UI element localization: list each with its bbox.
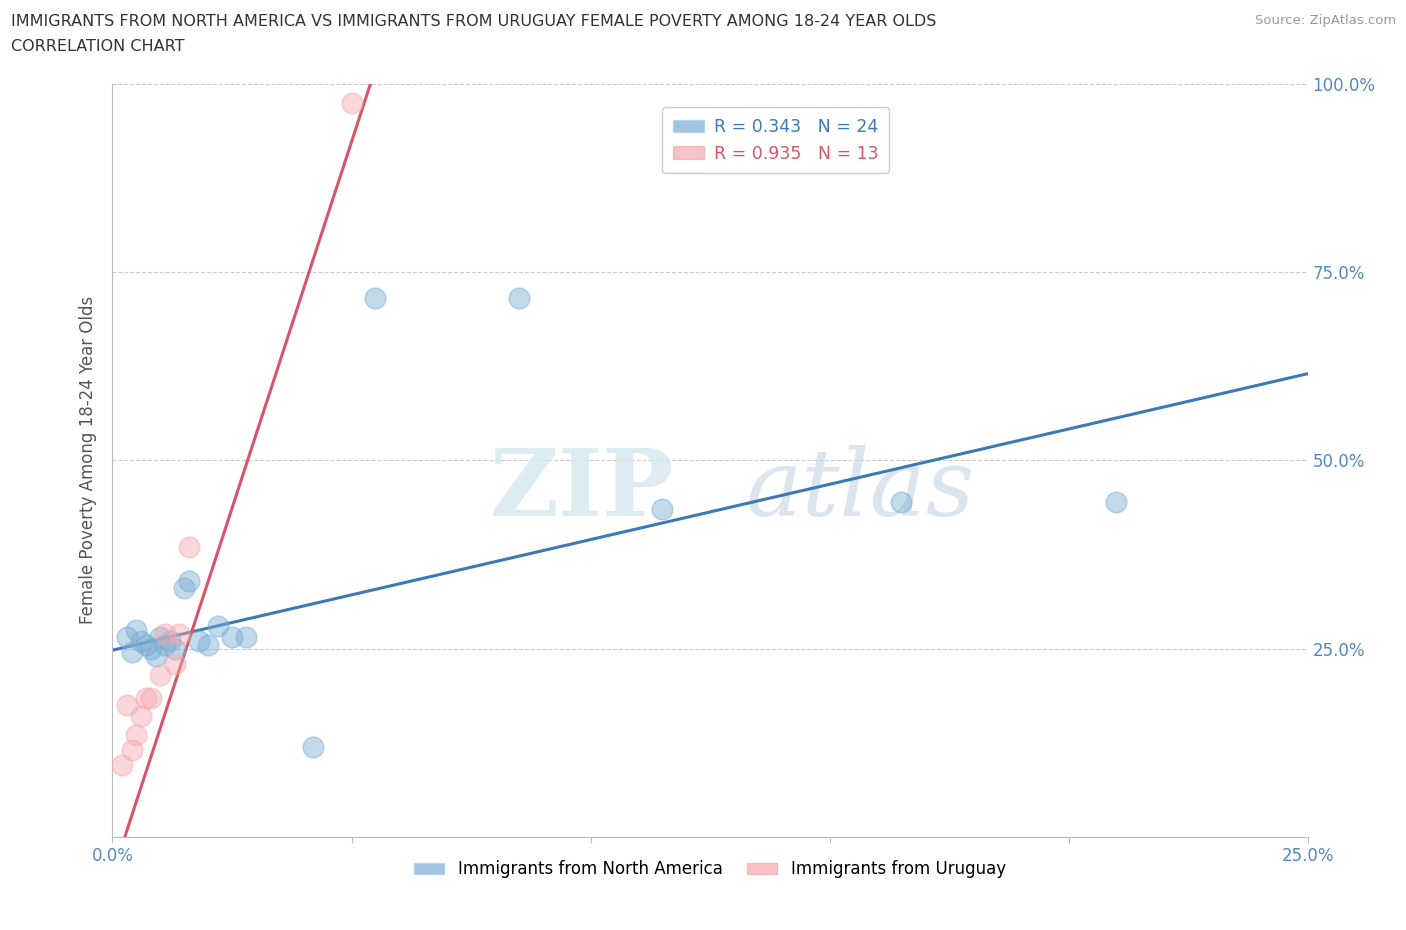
Point — [651, 502, 673, 517]
Point — [340, 95, 363, 110]
Text: atlas: atlas — [747, 445, 976, 536]
Point — [121, 743, 143, 758]
Point — [115, 630, 138, 644]
Legend: Immigrants from North America, Immigrants from Uruguay: Immigrants from North America, Immigrant… — [408, 854, 1012, 885]
Point — [163, 657, 186, 671]
Point — [302, 739, 325, 754]
Text: ZIP: ZIP — [489, 445, 675, 536]
Point — [1105, 495, 1128, 510]
Point — [221, 630, 243, 644]
Point — [111, 758, 134, 773]
Point — [125, 622, 148, 637]
Point — [364, 291, 387, 306]
Point — [235, 630, 257, 644]
Point — [187, 633, 209, 648]
Point — [153, 637, 176, 652]
Point — [149, 630, 172, 644]
Point — [177, 539, 200, 554]
Point — [159, 633, 181, 648]
Point — [197, 637, 219, 652]
Point — [169, 626, 191, 641]
Point — [139, 690, 162, 705]
Point — [163, 642, 186, 657]
Text: IMMIGRANTS FROM NORTH AMERICA VS IMMIGRANTS FROM URUGUAY FEMALE POVERTY AMONG 18: IMMIGRANTS FROM NORTH AMERICA VS IMMIGRA… — [11, 14, 936, 29]
Text: Source: ZipAtlas.com: Source: ZipAtlas.com — [1256, 14, 1396, 27]
Point — [173, 581, 195, 596]
Point — [121, 645, 143, 660]
Point — [129, 633, 152, 648]
Point — [135, 690, 157, 705]
Point — [890, 495, 912, 510]
Point — [135, 637, 157, 652]
Point — [115, 698, 138, 712]
Point — [153, 626, 176, 641]
Text: CORRELATION CHART: CORRELATION CHART — [11, 39, 184, 54]
Y-axis label: Female Poverty Among 18-24 Year Olds: Female Poverty Among 18-24 Year Olds — [79, 297, 97, 624]
Point — [508, 291, 530, 306]
Point — [125, 728, 148, 743]
Point — [145, 649, 167, 664]
Point — [207, 618, 229, 633]
Point — [139, 642, 162, 657]
Point — [149, 668, 172, 683]
Point — [177, 574, 200, 589]
Point — [129, 709, 152, 724]
